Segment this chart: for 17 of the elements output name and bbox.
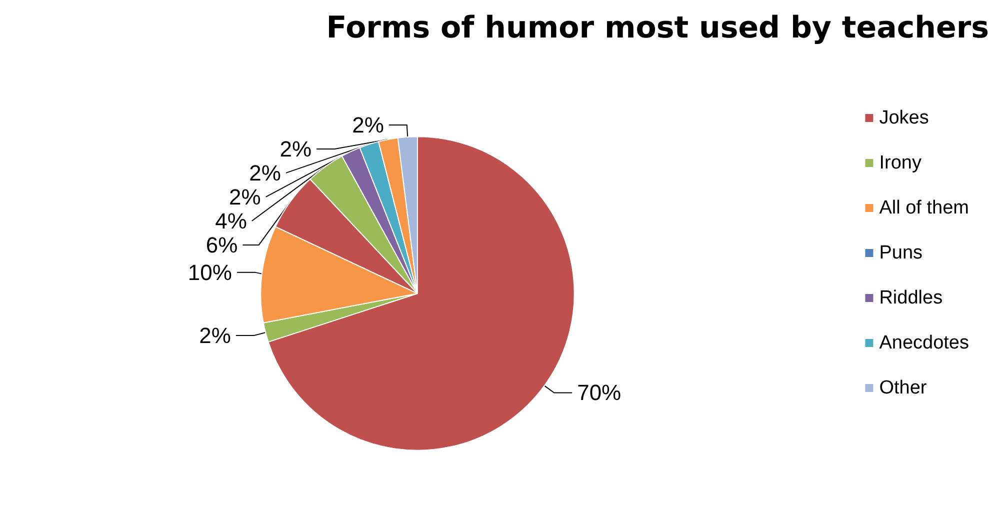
data-label: 2% [352,112,384,138]
data-label: 6% [206,232,238,258]
data-label: 70% [577,380,622,406]
data-label: 10% [188,260,232,285]
legend-label: Jokes [879,108,929,128]
legend-label: Other [879,378,928,398]
legend-label: Irony [879,152,922,174]
data-label: 2% [280,136,312,162]
data-label: 2% [228,184,261,210]
data-label: 2% [249,160,281,186]
data-label: 4% [215,208,247,234]
legend-label: Puns [879,242,923,264]
data-label: 2% [199,322,231,348]
legend-label: Anecdotes [879,332,970,354]
legend-label: Riddles [879,288,943,308]
chart-title: Forms of humor most used by teachers [326,10,990,46]
legend-label: All of them [879,198,969,218]
